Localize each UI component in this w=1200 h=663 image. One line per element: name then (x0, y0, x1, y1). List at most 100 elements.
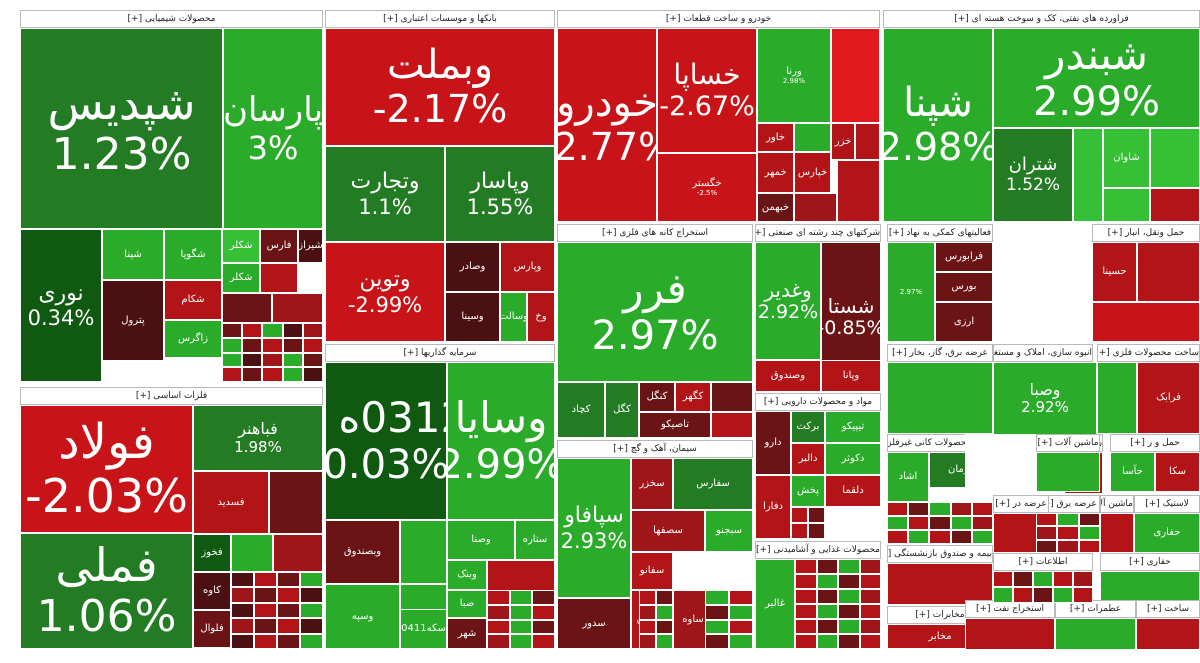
stock-tile-mini[interactable] (639, 619, 656, 635)
stock-tile[interactable]: دلقما (825, 475, 881, 507)
stock-tile[interactable]: فلوال (193, 610, 231, 648)
stock-tile[interactable]: وپارس (500, 242, 555, 292)
stock-tile[interactable]: وبملت -2.17% (325, 28, 555, 146)
stock-tile[interactable]: وسینا (445, 292, 500, 342)
stock-tile-mini[interactable] (282, 352, 303, 368)
stock-tile-mini[interactable] (656, 604, 673, 620)
stock-tile-mini[interactable] (509, 590, 533, 605)
stock-tile-mini[interactable] (300, 633, 323, 649)
stock-tile-mini[interactable] (302, 352, 323, 368)
stock-tile-mini[interactable] (887, 530, 909, 544)
stock-tile-mini[interactable] (487, 604, 510, 620)
stock-tile-mini[interactable] (231, 618, 254, 634)
stock-tile-mini[interactable] (816, 634, 838, 649)
stock-tile-mini[interactable] (509, 619, 533, 635)
stock-tile-mini[interactable] (816, 589, 838, 604)
stock-tile[interactable] (1150, 188, 1200, 222)
stock-tile[interactable]: سکه0411 (400, 609, 447, 649)
stock-tile[interactable]: وپاسار 1.55% (445, 146, 555, 242)
stock-tile[interactable]: وپانا (821, 360, 881, 392)
stock-tile-mini[interactable] (1078, 513, 1100, 527)
stock-tile-mini[interactable] (859, 634, 881, 649)
stock-tile-mini[interactable] (1033, 587, 1053, 603)
stock-tile[interactable]: وصنا (447, 520, 515, 560)
stock-tile-mini[interactable] (729, 634, 753, 649)
stock-tile[interactable] (1136, 618, 1200, 650)
stock-tile[interactable]: وصادر (445, 242, 500, 292)
stock-tile-mini[interactable] (908, 516, 930, 530)
stock-tile[interactable] (272, 293, 323, 323)
stock-tile[interactable]: شکلر (222, 263, 260, 293)
sector-header[interactable]: بیمه و صندوق بازنشستگی [+] (887, 545, 993, 563)
stock-tile[interactable]: وخ (527, 292, 555, 342)
stock-tile[interactable]: سفارس (673, 458, 753, 510)
stock-tile[interactable]: سبجنو (705, 510, 753, 552)
sector-header[interactable]: عرضه در [+] (993, 495, 1049, 513)
stock-tile-mini[interactable] (487, 634, 510, 649)
stock-tile-mini[interactable] (908, 502, 930, 516)
stock-tile[interactable]: ستاره (515, 520, 555, 560)
stock-tile[interactable]: کنگل (639, 382, 675, 412)
stock-tile[interactable] (855, 123, 880, 160)
stock-tile-mini[interactable] (1053, 571, 1073, 587)
stock-tile-mini[interactable] (639, 604, 656, 620)
stock-tile-mini[interactable] (859, 604, 881, 619)
stock-tile[interactable]: زاگرس (164, 320, 222, 358)
stock-tile[interactable]: فسدید (193, 471, 269, 534)
sector-header[interactable]: عرضه برق، گاز، بخار [+] (887, 344, 993, 362)
sector-header[interactable]: خودرو و ساخت قطعات [+] (557, 10, 880, 28)
stock-tile[interactable]: خساپا -2.67% (657, 28, 757, 153)
stock-tile-mini[interactable] (1073, 571, 1093, 587)
stock-tile-mini[interactable] (282, 367, 303, 382)
stock-tile[interactable]: دالبر (791, 443, 825, 475)
stock-tile-mini[interactable] (222, 352, 243, 368)
stock-tile[interactable]: 2.97% (887, 242, 935, 342)
stock-tile-mini[interactable] (302, 337, 323, 353)
stock-tile-mini[interactable] (302, 323, 323, 338)
stock-tile-mini[interactable] (262, 337, 283, 353)
stock-tile[interactable]: تیپیکو (825, 411, 881, 443)
stock-tile-mini[interactable] (277, 602, 300, 619)
stock-tile-mini[interactable] (816, 619, 838, 634)
stock-tile[interactable] (965, 618, 1055, 650)
stock-tile-mini[interactable] (277, 572, 300, 588)
stock-tile[interactable] (1055, 618, 1136, 650)
stock-tile[interactable]: وسایا2.99% (447, 362, 555, 520)
stock-tile[interactable]: سخزر (631, 458, 673, 510)
stock-tile-mini[interactable] (1057, 539, 1079, 553)
sector-header[interactable]: مواد و محصولات دارویی [+] (755, 393, 881, 411)
stock-tile[interactable]: حفاری (1134, 513, 1200, 553)
stock-tile[interactable]: سکا (1155, 452, 1200, 492)
stock-tile[interactable] (1137, 242, 1200, 302)
stock-tile-mini[interactable] (277, 633, 300, 649)
stock-tile[interactable]: پترول (102, 280, 164, 361)
stock-tile-mini[interactable] (300, 587, 323, 603)
sector-header[interactable]: حفاری [+] (1100, 553, 1200, 571)
stock-tile-mini[interactable] (300, 572, 323, 588)
sector-header[interactable]: انبوه سازی، املاک و مستغلات [+] (993, 344, 1093, 362)
stock-tile[interactable] (1097, 362, 1137, 434)
stock-tile-mini[interactable] (242, 323, 263, 338)
stock-tile-mini[interactable] (222, 337, 243, 353)
stock-tile[interactable]: فرر 2.97% (557, 242, 753, 382)
stock-tile-mini[interactable] (816, 604, 838, 619)
stock-tile-mini[interactable] (262, 323, 283, 338)
stock-tile-mini[interactable] (254, 633, 277, 649)
stock-tile[interactable] (794, 123, 831, 152)
stock-tile[interactable] (837, 160, 880, 222)
stock-tile-mini[interactable] (838, 559, 860, 574)
stock-tile-mini[interactable] (242, 337, 263, 353)
stock-tile-mini[interactable] (231, 572, 254, 588)
stock-tile[interactable] (231, 534, 273, 572)
stock-tile-mini[interactable] (532, 604, 555, 620)
stock-tile-mini[interactable] (838, 619, 860, 634)
stock-tile-mini[interactable] (254, 602, 277, 619)
stock-tile-mini[interactable] (887, 502, 909, 516)
stock-tile-mini[interactable] (532, 619, 555, 635)
stock-tile-mini[interactable] (532, 590, 555, 605)
stock-tile-mini[interactable] (277, 587, 300, 603)
sector-header[interactable]: حمل و ر [+] (1110, 434, 1200, 452)
stock-tile[interactable] (887, 563, 993, 605)
stock-tile[interactable]: صبا (447, 590, 487, 618)
sector-header[interactable]: لاستیک [+] (1134, 495, 1200, 513)
